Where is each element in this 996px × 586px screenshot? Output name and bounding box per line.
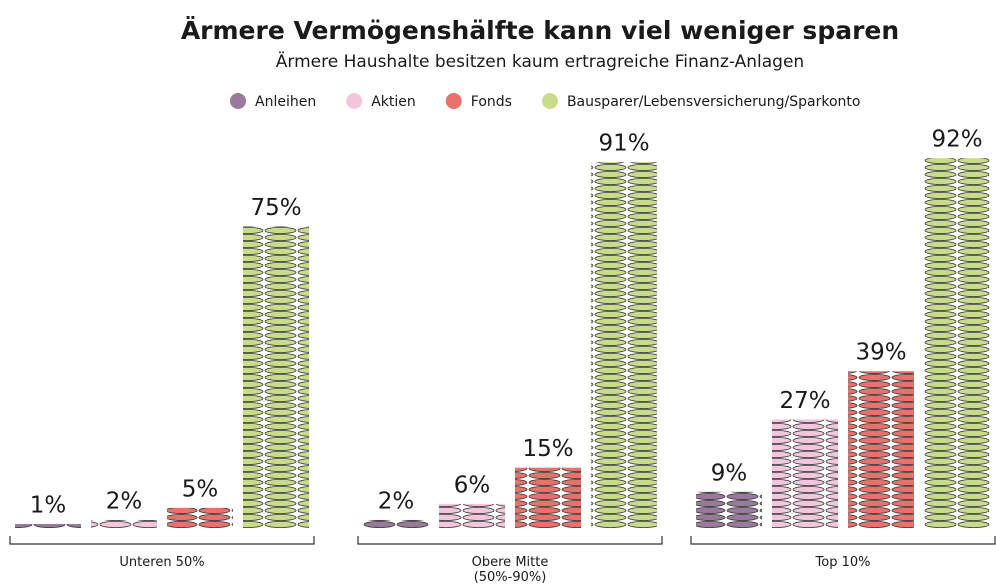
value-label: 9% — [711, 460, 748, 486]
group-bracket — [690, 536, 996, 545]
value-label: 2% — [378, 488, 415, 514]
bar — [515, 467, 581, 528]
bar — [848, 371, 914, 528]
value-label: 5% — [182, 476, 219, 502]
group-bracket — [9, 536, 315, 545]
legend-swatch — [445, 93, 462, 109]
bar — [591, 162, 657, 528]
bar — [167, 507, 233, 528]
legend-label: Anleihen — [255, 94, 316, 110]
legend-swatch — [541, 93, 558, 109]
bar — [439, 503, 505, 528]
x-tick-label: Unteren 50% — [119, 555, 205, 570]
x-tick-label: Top 10% — [815, 555, 871, 570]
group-bracket — [357, 536, 663, 545]
value-label: 75% — [250, 195, 301, 221]
value-label: 6% — [454, 472, 491, 498]
value-label: 92% — [931, 127, 982, 153]
value-label: 15% — [522, 436, 573, 462]
bar — [91, 519, 157, 528]
value-label: 1% — [30, 492, 67, 518]
bar — [924, 158, 990, 528]
legend-label: Aktien — [371, 94, 416, 110]
x-tick-label: Obere Mitte (50%-90%) — [471, 555, 549, 585]
value-label: 27% — [779, 388, 830, 414]
bar — [363, 519, 429, 528]
legend-label: Fonds — [471, 94, 512, 110]
legend-swatch — [230, 93, 246, 109]
value-label: 2% — [106, 488, 143, 514]
value-label: 91% — [598, 131, 649, 157]
bar — [696, 491, 762, 528]
value-label: 39% — [855, 340, 906, 366]
bar — [772, 419, 838, 528]
chart-subtitle: Ärmere Haushalte besitzen kaum ertragrei… — [276, 51, 804, 72]
legend-label: Bausparer/Lebensversicherung/Sparkonto — [567, 94, 861, 110]
bar — [15, 523, 81, 528]
legend-swatch — [346, 93, 363, 109]
bar — [243, 226, 309, 528]
chart-title: Ärmere Vermögenshälfte kann viel weniger… — [181, 15, 899, 45]
